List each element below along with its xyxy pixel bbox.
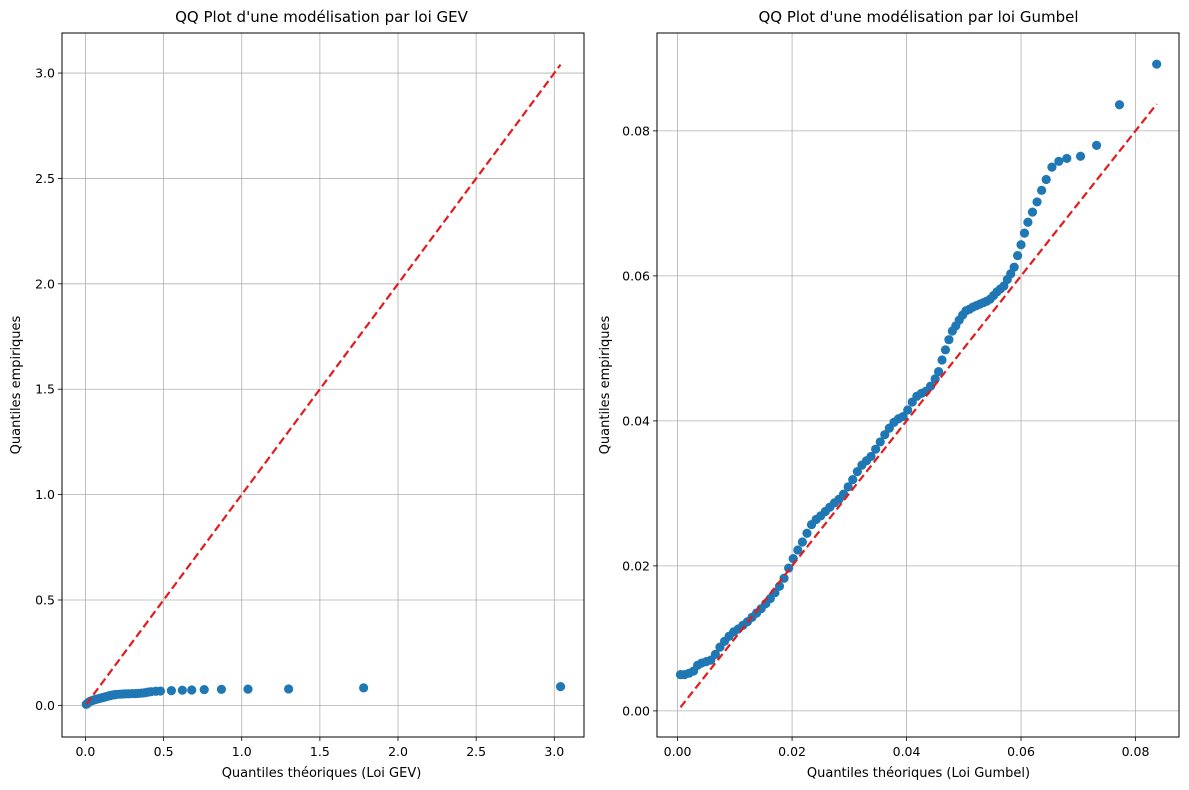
gumbel-y-tick-label: 0.06 [622,268,650,283]
gev-y-tick-label: 2.0 [35,276,55,291]
gev-reference-line [85,63,562,705]
gumbel-x-tick-label: 0.04 [893,744,921,759]
gev-y-tick-label: 1.5 [35,382,55,397]
gumbel-data-point [866,451,876,462]
gumbel-chart-title: QQ Plot d'une modélisation par loi Gumbe… [758,8,1078,26]
gumbel-points-layer [675,59,1162,680]
gev-y-tick-label: 1.0 [35,487,55,502]
gumbel-data-point [1054,156,1064,166]
gev-data-point [284,684,294,694]
gumbel-data-point [852,467,862,477]
gev-data-point [199,684,209,695]
gumbel-data-point [934,366,944,377]
gumbel-data-point [1027,207,1038,217]
gev-y-ticks: 0.0 0.5 1.0 1.5 2.0 2.5 3.0 [35,66,62,713]
gumbel-x-tick-label: 0.08 [1122,744,1150,759]
gev-data-point [187,685,197,695]
gumbel-y-ticks: 0.00 0.02 0.04 0.06 0.08 [622,123,657,718]
gumbel-data-point [880,430,890,440]
gumbel-y-tick-label: 0.08 [622,123,650,138]
gev-y-tick-label: 3.0 [35,66,55,81]
gumbel-data-point [903,405,913,415]
gev-x-tick-label: 0.5 [154,744,174,759]
gumbel-qq-panel: QQ Plot d'une modélisation par loi Gumbe… [598,8,1180,781]
gumbel-data-point [940,345,951,355]
gumbel-data-point [1114,100,1125,110]
gev-data-point [555,682,566,692]
gumbel-data-point [1016,240,1026,250]
gev-data-point [166,686,177,696]
gumbel-reference-line-layer [679,103,1158,708]
gumbel-x-tick-label: 0.02 [778,744,806,759]
gumbel-data-point [797,537,807,547]
gumbel-y-tick-label: 0.04 [622,413,650,428]
gumbel-data-point [944,335,954,345]
gumbel-reference-line [679,103,1158,708]
gumbel-data-point [1062,153,1072,164]
gumbel-grid [657,33,1179,737]
gumbel-data-point [1032,197,1042,207]
gev-grid [62,33,584,737]
gev-x-tick-label: 1.0 [232,744,252,759]
gumbel-data-point [925,381,936,391]
gumbel-data-point [710,649,720,659]
gev-x-tick-label: 3.0 [544,744,564,759]
gumbel-data-point [843,482,853,492]
gumbel-data-point [793,545,803,555]
gumbel-y-tick-label: 0.00 [622,703,650,718]
gumbel-data-point [802,528,812,538]
gumbel-data-point [1023,217,1033,227]
gumbel-data-point [848,475,858,485]
gev-axes-frame [61,32,585,738]
gumbel-data-point [875,437,885,447]
gev-y-tick-label: 0.5 [35,592,55,607]
gev-reference-line-layer [85,63,562,705]
gumbel-data-point [1009,262,1019,272]
gev-points-layer [81,682,566,709]
gev-y-tick-label: 0.0 [35,698,55,713]
gumbel-y-axis-label: Quantiles empiriques [598,315,613,454]
gumbel-data-point [1152,59,1162,69]
gev-x-axis-label: Quantiles théoriques (Loi GEV) [222,766,422,781]
gumbel-axes-frame [656,32,1180,738]
gev-x-tick-label: 0.0 [75,744,95,759]
gumbel-x-axis-label: Quantiles théoriques (Loi Gumbel) [807,766,1030,781]
gumbel-data-point [1041,174,1051,185]
gumbel-data-point [784,563,794,573]
gumbel-data-point [1019,228,1030,238]
gumbel-x-tick-label: 0.00 [664,744,692,759]
gumbel-data-point [1012,250,1023,261]
gumbel-y-tick-label: 0.02 [622,558,650,573]
gev-data-point [177,685,187,695]
gev-y-tick-label: 2.5 [35,171,55,186]
gumbel-x-tick-label: 0.06 [1007,744,1035,759]
gev-data-point [155,686,166,696]
gev-x-tick-label: 2.0 [388,744,408,759]
gev-x-tick-label: 1.5 [310,744,330,759]
gev-chart-title: QQ Plot d'une modélisation par loi GEV [175,8,468,26]
gev-data-point [243,684,253,694]
gumbel-data-point [871,444,881,454]
gumbel-data-point [898,411,908,422]
gumbel-data-point [1047,162,1057,172]
gumbel-data-point [1075,151,1086,161]
gev-x-ticks: 0.0 0.5 1.0 1.5 2.0 2.5 3.0 [75,737,564,759]
gumbel-data-point [1037,185,1047,195]
gumbel-data-point [1091,140,1102,150]
gev-data-point [216,684,227,694]
gumbel-data-point [937,355,947,365]
gev-data-point [359,683,369,693]
gev-x-tick-label: 2.5 [466,744,486,759]
gev-y-axis-label: Quantiles empiriques [9,315,24,454]
gumbel-x-ticks: 0.00 0.02 0.04 0.06 0.08 [664,737,1150,759]
gev-qq-panel: QQ Plot d'une modélisation par loi GEV 0… [9,8,585,781]
